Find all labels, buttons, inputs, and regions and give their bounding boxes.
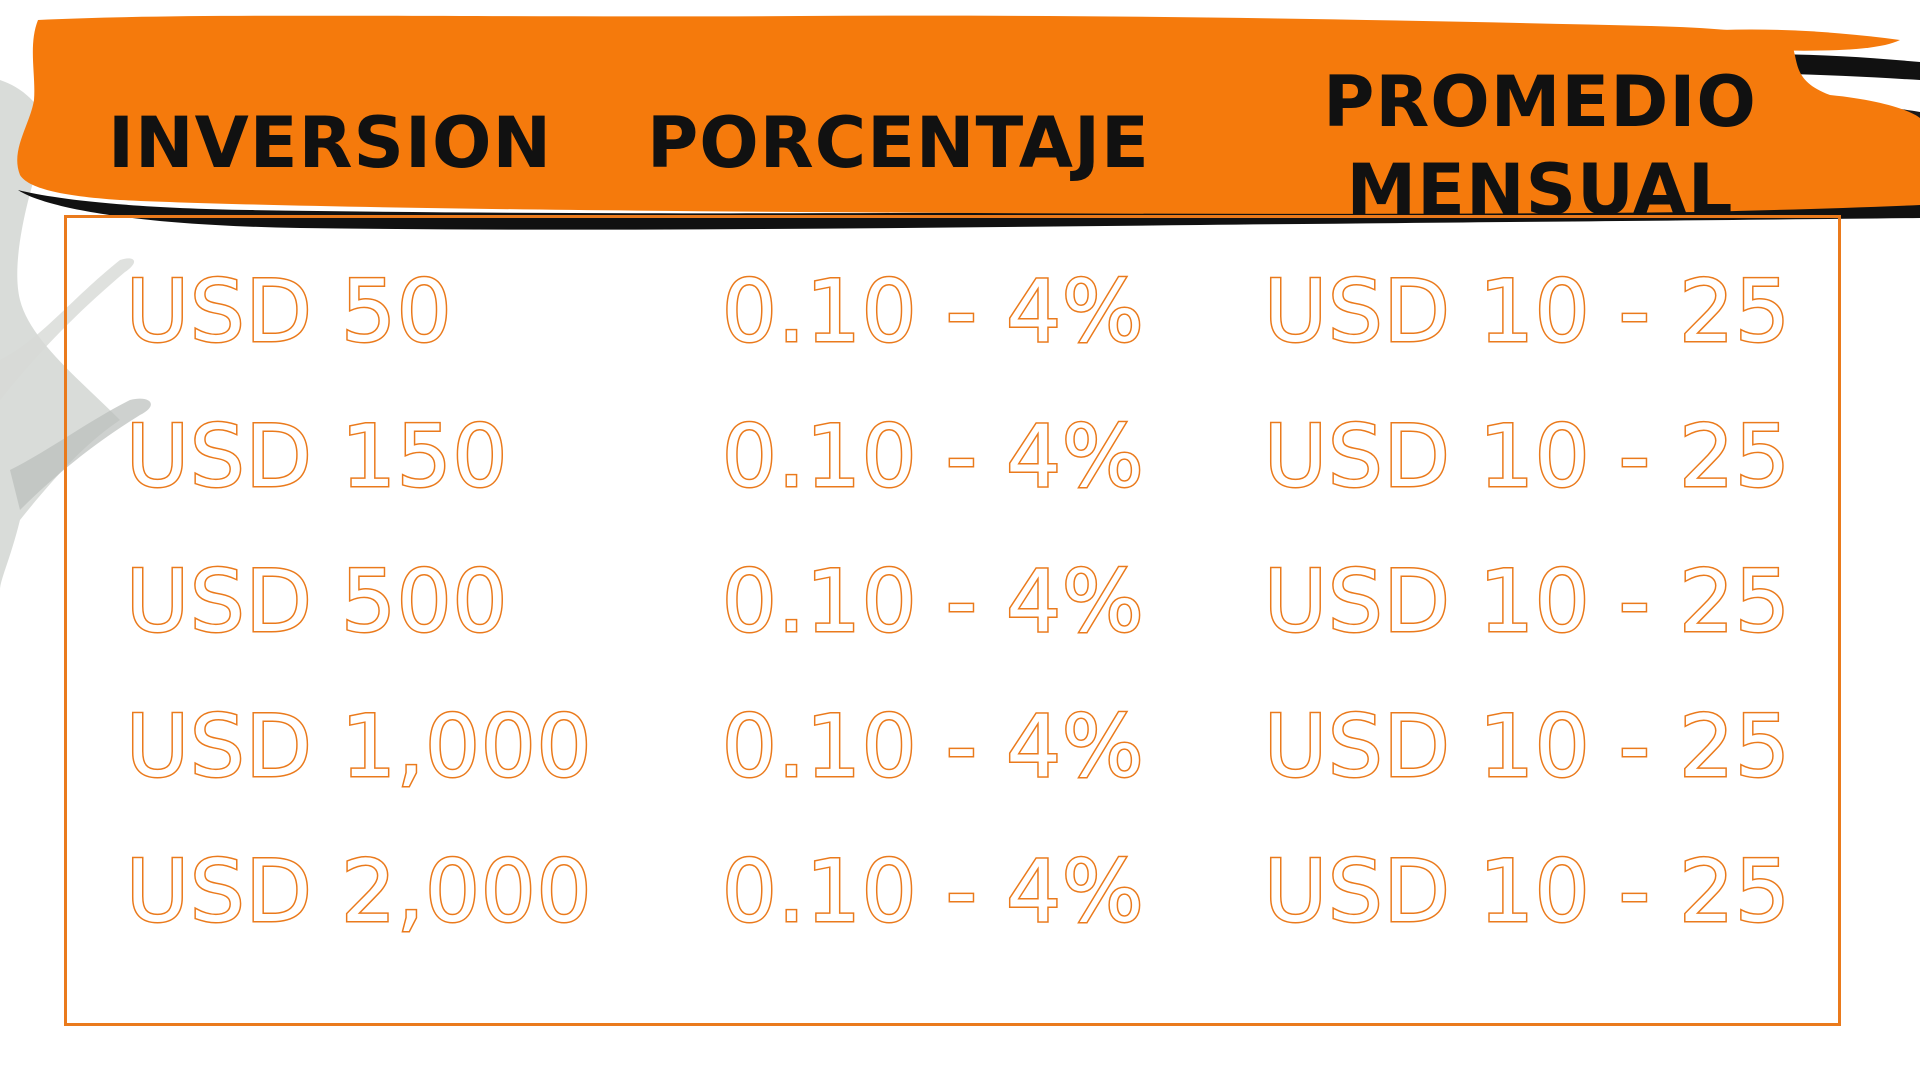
cell-inversion: USD 1,000 <box>124 696 593 799</box>
cell-inversion: USD 150 <box>124 406 509 509</box>
table-row: USD 1,000 0.10 - 4% USD 10 - 25 <box>0 696 1920 799</box>
table-outline-frame <box>64 215 1841 1026</box>
cell-porcentaje: 0.10 - 4% <box>721 261 1146 364</box>
cell-promedio: USD 10 - 25 <box>1263 406 1792 509</box>
cell-promedio: USD 10 - 25 <box>1263 261 1792 364</box>
cell-inversion: USD 2,000 <box>124 841 593 944</box>
grey-brush-streak-2 <box>0 258 135 400</box>
cell-inversion: USD 500 <box>124 551 509 654</box>
header-porcentaje: PORCENTAJE <box>647 102 1150 184</box>
table-row: USD 50 0.10 - 4% USD 10 - 25 <box>0 261 1920 364</box>
orange-brush-drip <box>1720 29 1900 51</box>
header-promedio-line2: MENSUAL <box>1346 149 1734 231</box>
cell-porcentaje: 0.10 - 4% <box>721 696 1146 799</box>
cell-porcentaje: 0.10 - 4% <box>721 841 1146 944</box>
header-promedio-line1: PROMEDIO <box>1323 61 1757 143</box>
cell-inversion: USD 50 <box>125 261 454 364</box>
table-header-row: INVERSION PORCENTAJE PROMEDIO MENSUAL <box>0 0 1920 231</box>
grey-brush-streak <box>10 398 151 510</box>
cell-promedio: USD 10 - 25 <box>1263 841 1792 944</box>
table-row: USD 500 0.10 - 4% USD 10 - 25 <box>0 551 1920 654</box>
header-brush-shadow <box>18 190 1920 230</box>
table-row: USD 150 0.10 - 4% USD 10 - 25 <box>0 406 1920 509</box>
table-row: USD 2,000 0.10 - 4% USD 10 - 25 <box>0 841 1920 944</box>
cell-porcentaje: 0.10 - 4% <box>721 406 1146 509</box>
cell-porcentaje: 0.10 - 4% <box>721 551 1146 654</box>
cell-promedio: USD 10 - 25 <box>1263 696 1792 799</box>
header-promedio-mensual: PROMEDIO MENSUAL <box>1260 58 1820 234</box>
header-orange-brush <box>17 15 1920 214</box>
orange-brush-drip-2 <box>1830 139 1920 160</box>
header-inversion: INVERSION <box>108 102 553 184</box>
cell-promedio: USD 10 - 25 <box>1263 551 1792 654</box>
